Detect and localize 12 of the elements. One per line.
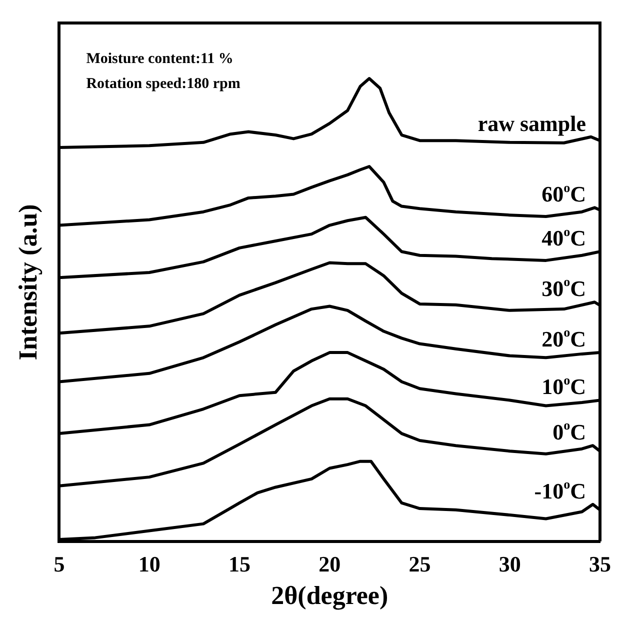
- y-axis-title: Intensity (a.u): [13, 204, 42, 360]
- x-tick-label: 15: [228, 551, 250, 576]
- x-axis-title: 2θ(degree): [271, 581, 388, 610]
- x-tick-label: 25: [408, 551, 431, 576]
- x-tick-label: 35: [589, 551, 611, 576]
- annotation: Rotation speed:180 rpm: [86, 76, 241, 92]
- text: Moisture content:11 %: [86, 51, 234, 67]
- x-tick-label: 20: [318, 551, 341, 576]
- x-tick-label: 30: [498, 551, 521, 576]
- series-label: raw sample: [478, 110, 586, 136]
- x-tick-label: 10: [138, 551, 160, 576]
- x-tick-label: 5: [54, 551, 65, 576]
